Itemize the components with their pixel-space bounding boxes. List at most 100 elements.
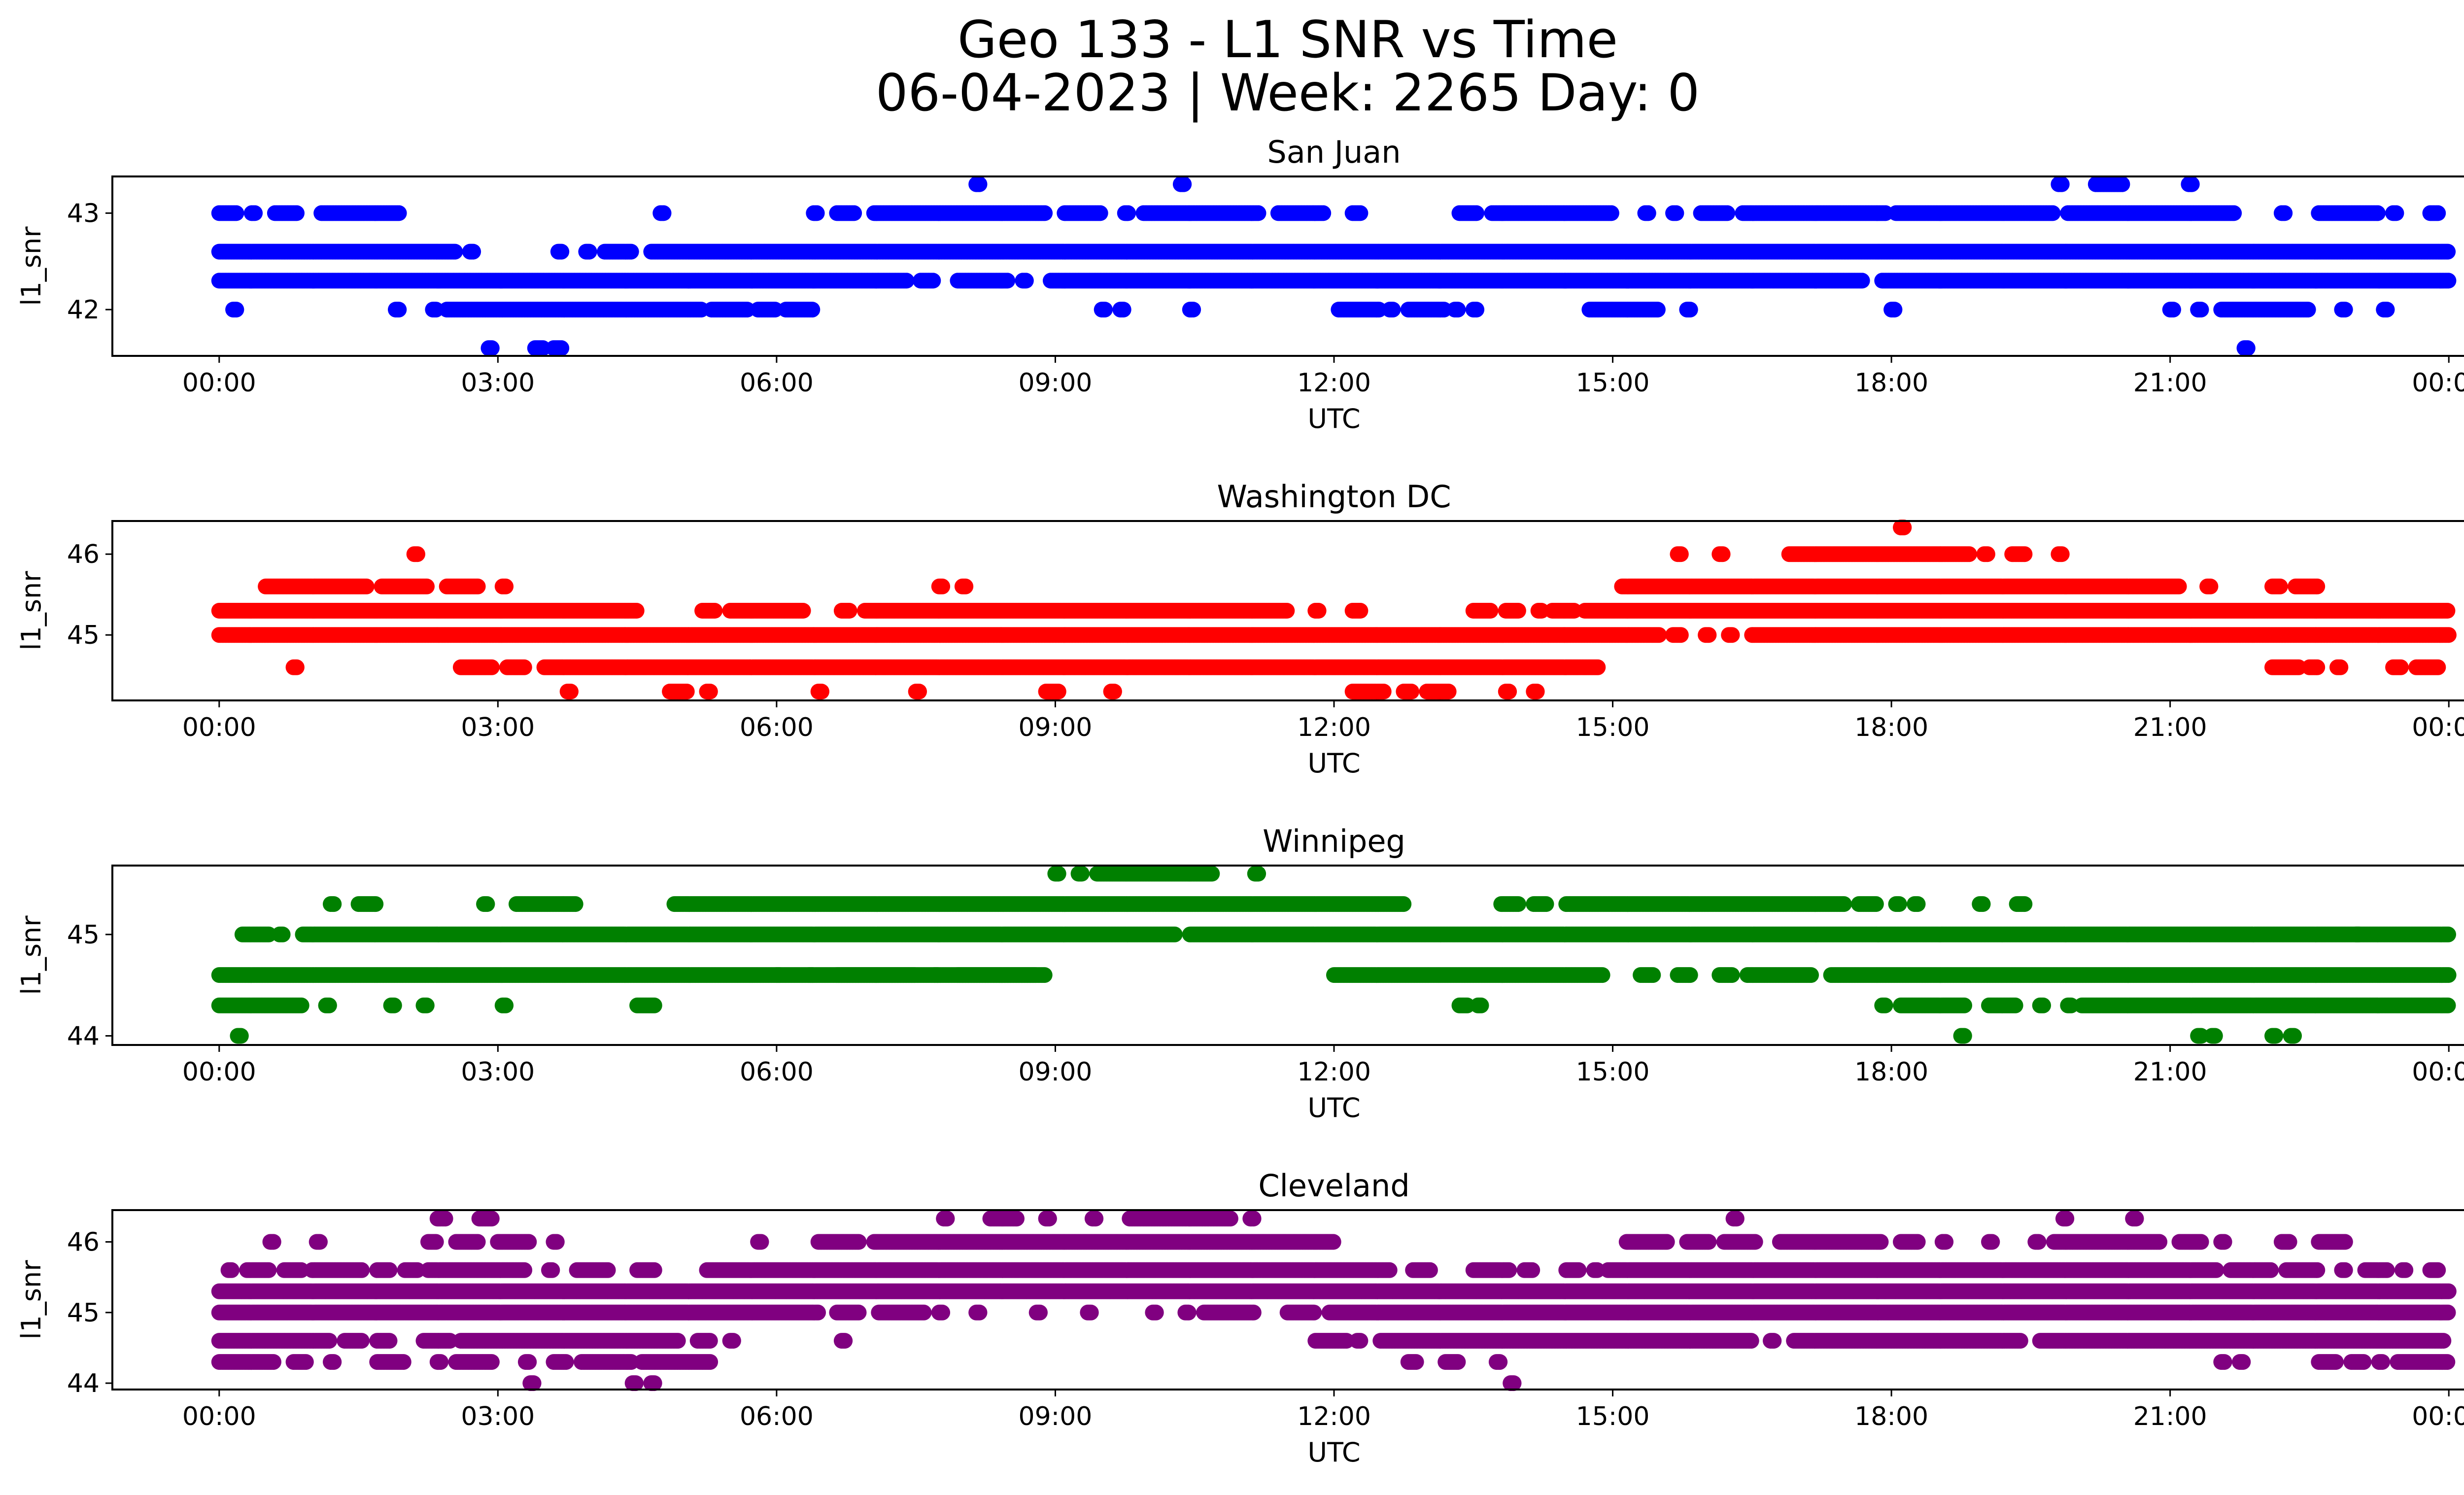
data-point <box>247 205 263 221</box>
data-point <box>1682 302 1698 318</box>
data-point <box>1092 205 1108 221</box>
data-point <box>2202 578 2219 594</box>
data-point <box>1979 546 1995 562</box>
data-point <box>2184 176 2200 192</box>
y-tick-label: 42 <box>67 295 100 325</box>
data-point <box>925 273 941 289</box>
data-point <box>623 243 639 260</box>
data-point <box>447 243 463 260</box>
data-point <box>2171 578 2187 594</box>
data-point <box>228 205 244 221</box>
data-point <box>1450 302 1466 318</box>
data-point <box>2309 578 2326 594</box>
data-point <box>1719 205 1736 221</box>
subplot-1: San Juan 00:00 03:00 06:00 09:00 12:00 15:00 18… <box>16 134 2464 434</box>
data-point <box>483 340 500 356</box>
data-point <box>1649 302 1666 318</box>
data-point <box>2277 205 2293 221</box>
scatter-series <box>211 520 2457 699</box>
data-point <box>804 302 821 318</box>
data-point <box>2430 205 2446 221</box>
data-point <box>2239 340 2256 356</box>
data-point <box>465 243 481 260</box>
data-point <box>2440 273 2457 289</box>
data-point <box>1714 546 1731 562</box>
data-point <box>958 578 974 594</box>
x-tick-label: 03:00 <box>461 368 535 398</box>
data-point <box>2053 176 2070 192</box>
x-tick-label: 09:00 <box>1019 368 1093 398</box>
data-point <box>971 176 988 192</box>
data-point <box>2114 176 2130 192</box>
data-point <box>1250 205 1266 221</box>
x-tick-label: 00:00 <box>2412 368 2464 398</box>
data-point <box>1018 273 1034 289</box>
data-point <box>470 578 486 594</box>
data-point <box>628 603 645 619</box>
data-point <box>2272 578 2288 594</box>
data-point <box>1097 302 1113 318</box>
data-point <box>2226 205 2242 221</box>
data-point <box>999 273 1016 289</box>
data-point <box>934 578 951 594</box>
data-point <box>2193 302 2209 318</box>
x-tick-label: 18:00 <box>1854 368 1928 398</box>
data-point <box>846 205 862 221</box>
data-point <box>1469 205 1485 221</box>
y-axis-label: l1_snr <box>16 226 47 306</box>
data-point <box>419 578 435 594</box>
data-point <box>2379 302 2395 318</box>
subplot-title: Washington DC <box>1217 479 1451 515</box>
data-point <box>1603 205 1619 221</box>
data-point <box>2388 205 2404 221</box>
data-point <box>1352 205 1369 221</box>
data-point <box>391 205 407 221</box>
axes-frame <box>111 175 2464 357</box>
x-tick-label: 06:00 <box>740 368 814 398</box>
data-point <box>2165 302 2181 318</box>
data-point <box>1886 302 1903 318</box>
data-point <box>553 340 570 356</box>
data-point <box>391 302 407 318</box>
subplot-title: San Juan <box>1267 134 1401 170</box>
data-point <box>898 273 915 289</box>
data-point <box>2045 205 2061 221</box>
data-point <box>1115 302 1131 318</box>
data-point <box>1037 205 1053 221</box>
data-point <box>228 302 244 318</box>
scatter-series <box>211 176 2457 356</box>
data-point <box>1854 273 1870 289</box>
data-point <box>2369 205 2386 221</box>
data-point <box>410 546 425 562</box>
x-tick-label: 12:00 <box>1297 368 1371 398</box>
data-point <box>289 205 305 221</box>
data-point <box>655 205 672 221</box>
data-point <box>2017 546 2033 562</box>
data-point <box>1961 546 1977 562</box>
data-point <box>2337 302 2353 318</box>
data-point <box>358 578 375 594</box>
data-point <box>2053 546 2070 562</box>
data-point <box>1120 205 1136 221</box>
data-point <box>1469 302 1485 318</box>
x-axis-label: UTC <box>1307 403 1360 434</box>
figure-title-line1: Geo 133 - L1 SNR vs Time <box>957 10 1618 70</box>
data-point <box>1315 205 1332 221</box>
data-point <box>707 603 723 619</box>
data-point <box>2300 302 2316 318</box>
figure-title-line2: 06-04-2023 | Week: 2265 Day: 0 <box>875 64 1700 123</box>
data-point <box>1176 176 1192 192</box>
data-point <box>1673 546 1689 562</box>
data-point <box>809 205 825 221</box>
data-point <box>1185 302 1201 318</box>
x-tick-label: 15:00 <box>1576 368 1650 398</box>
data-point <box>498 578 514 594</box>
data-point <box>1668 205 1684 221</box>
x-tick-label: 21:00 <box>2133 368 2207 398</box>
data-point <box>1640 205 1656 221</box>
data-point <box>2440 243 2456 260</box>
data-point <box>581 243 597 260</box>
x-tick-label: 00:00 <box>182 368 256 398</box>
